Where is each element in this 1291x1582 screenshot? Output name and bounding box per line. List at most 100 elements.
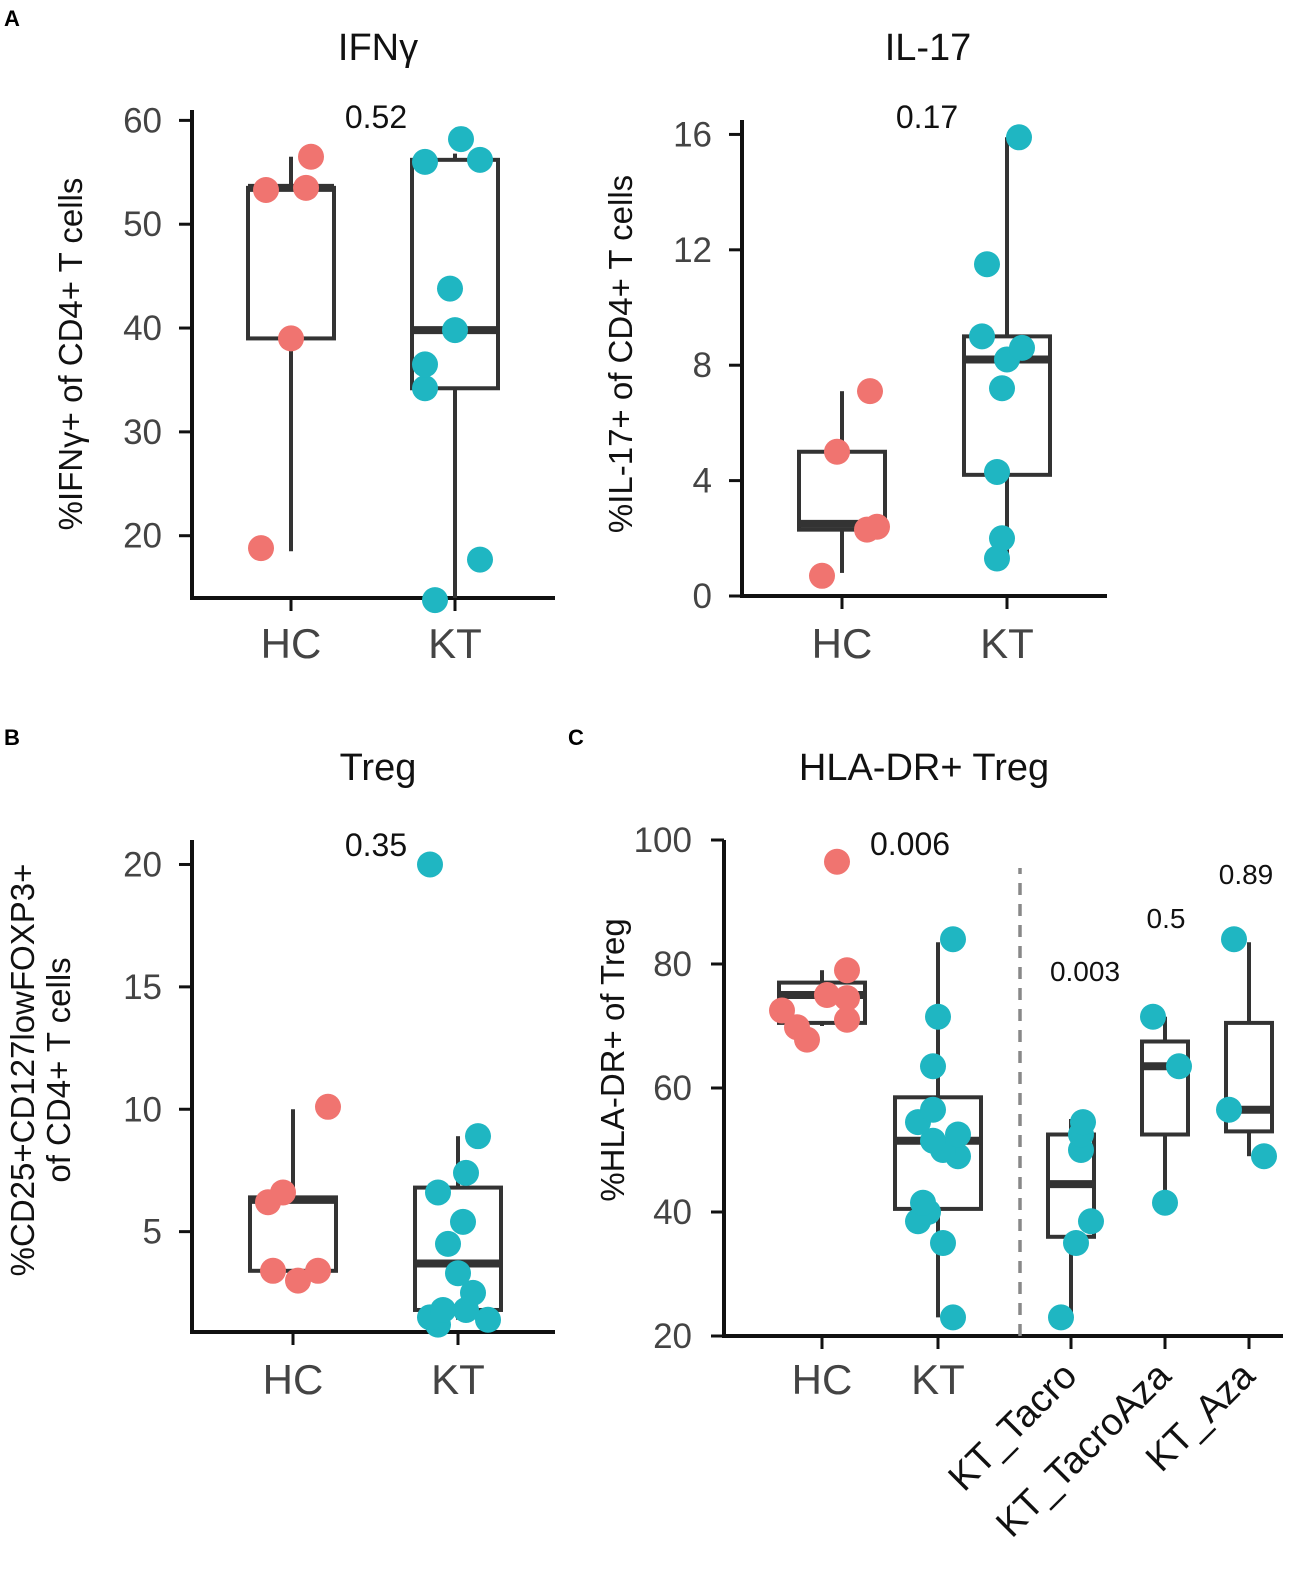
points-kt — [905, 926, 971, 1331]
chart-treg: Treg %CD25+CD127lowFOXP3+of CD4+ T cells 5… — [4, 747, 555, 1403]
data-point — [460, 1279, 486, 1306]
y-axis-label: %CD25+CD127lowFOXP3+of CD4+ T cells — [4, 864, 77, 1277]
data-point — [293, 174, 319, 201]
data-point — [448, 126, 474, 153]
points-hc — [248, 143, 324, 562]
y-tick-label: 15 — [123, 968, 162, 1007]
p-value-label: 0.35 — [345, 827, 407, 863]
chart-title: IL-17 — [885, 27, 972, 69]
y-axis-label: %IFNγ+ of CD4+ T cells — [52, 178, 89, 531]
data-point — [437, 275, 463, 302]
x-tick-label-kt: KT — [428, 620, 482, 667]
y-tick-label: 16 — [673, 115, 712, 154]
data-point — [417, 851, 443, 878]
data-point — [253, 176, 279, 203]
data-point — [285, 1267, 311, 1294]
data-point — [824, 848, 850, 875]
data-point — [1009, 334, 1035, 361]
y-tick-label: 80 — [653, 945, 692, 984]
data-point — [1063, 1230, 1089, 1256]
data-point — [945, 1121, 971, 1148]
data-point — [435, 1230, 461, 1257]
box-iqr — [410, 157, 500, 391]
x-tick-label-kt: KT — [431, 1356, 485, 1403]
data-point — [989, 375, 1015, 402]
data-point — [412, 148, 438, 175]
data-point — [809, 562, 835, 589]
y-tick-label: 4 — [693, 462, 712, 501]
x-tick-label-hc: HC — [261, 620, 322, 667]
y-axis-label-line: of CD4+ T cells — [40, 957, 77, 1182]
data-point — [278, 325, 304, 352]
data-point — [940, 926, 966, 953]
p-value-label: 0.006 — [870, 826, 950, 862]
points-hc — [809, 378, 890, 589]
data-point — [422, 587, 448, 614]
x-tick-label-hc: HC — [792, 1356, 853, 1403]
x-tick-label-kt: KT — [980, 620, 1034, 667]
data-point — [989, 525, 1015, 552]
panel-label-a: A — [4, 6, 20, 31]
y-tick-label: 50 — [123, 205, 162, 244]
data-point — [984, 545, 1010, 572]
data-point — [298, 143, 324, 170]
data-point — [1152, 1189, 1178, 1216]
points-kt — [417, 851, 501, 1338]
data-point — [1078, 1208, 1104, 1235]
box-iqr — [246, 185, 336, 341]
p-value-label: 0.89 — [1219, 859, 1274, 890]
chart-il17: IL-17 %IL-17+ of CD4+ T cells 0 4 8 12 16 HC KT 0… — [602, 27, 1107, 667]
data-point — [260, 1257, 286, 1284]
y-tick-label: 20 — [653, 1317, 692, 1356]
data-point — [864, 513, 890, 540]
data-point — [925, 1003, 951, 1030]
y-tick-label: 60 — [653, 1069, 692, 1108]
points-kt-tacro — [1048, 1109, 1104, 1331]
box-iqr — [1140, 1039, 1190, 1137]
p-value-label: 0.52 — [345, 99, 407, 135]
data-point — [425, 1179, 451, 1206]
chart-hladr-treg: HLA-DR+ Treg %HLA-DR+ of Treg 20 40 60 80 100 H… — [594, 747, 1283, 1546]
data-point — [974, 251, 1000, 278]
y-tick-label: 12 — [673, 231, 712, 270]
panel-label-c: C — [568, 725, 584, 750]
x-tick-label-kt: KT — [911, 1356, 965, 1403]
data-point — [920, 1053, 946, 1080]
y-tick-label: 8 — [693, 346, 712, 385]
data-point — [969, 323, 995, 350]
data-point — [305, 1257, 331, 1284]
data-point — [475, 1306, 501, 1333]
data-point — [1006, 124, 1032, 151]
y-tick-label: 5 — [143, 1213, 162, 1252]
data-point — [814, 982, 840, 1008]
data-point — [1070, 1109, 1096, 1136]
data-point — [857, 378, 883, 405]
box-hc — [797, 391, 887, 573]
p-value-label: 0.17 — [896, 99, 958, 135]
data-point — [465, 1123, 491, 1150]
y-tick-label: 40 — [123, 309, 162, 348]
chart-title: HLA-DR+ Treg — [799, 747, 1049, 789]
data-point — [467, 146, 493, 173]
y-tick-label: 10 — [123, 1090, 162, 1129]
data-point — [1251, 1143, 1277, 1170]
p-value-label: 0.003 — [1050, 956, 1120, 987]
p-value-label: 0.5 — [1147, 903, 1186, 934]
data-point — [467, 546, 493, 573]
y-tick-label: 20 — [123, 517, 162, 556]
points-kt-tacroaza — [1140, 1003, 1192, 1216]
y-axis-label: %IL-17+ of CD4+ T cells — [602, 175, 639, 533]
data-point — [442, 317, 468, 344]
data-point — [248, 535, 274, 562]
points-hc — [255, 1093, 341, 1294]
data-point — [834, 957, 860, 984]
data-point — [910, 1189, 936, 1216]
data-point — [1166, 1053, 1192, 1080]
y-tick-label: 0 — [693, 577, 712, 616]
box-kt-aza — [1224, 942, 1274, 1157]
data-point — [824, 438, 850, 465]
chart-title: Treg — [340, 747, 417, 789]
data-point — [270, 1179, 296, 1206]
points-kt — [969, 124, 1035, 572]
